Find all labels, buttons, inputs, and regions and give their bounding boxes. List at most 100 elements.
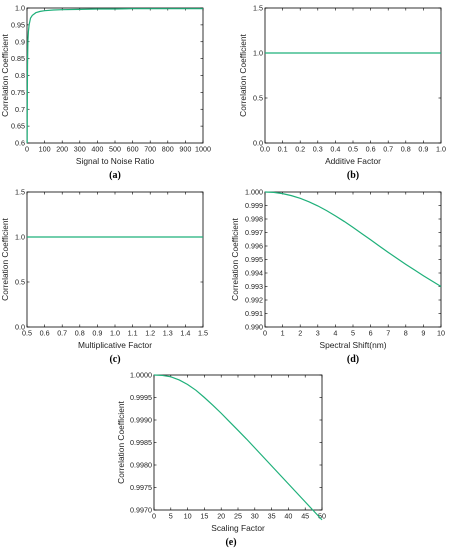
panel-d-y-tick-label: 0.991 (245, 309, 263, 318)
panel-c-y-tick-label: 0.5 (15, 278, 25, 287)
panel-c-y-axis-label: Correlation Coefficient (0, 217, 10, 300)
panel-b-y-axis-label: Correlation Coefficient (238, 33, 248, 116)
panel-a-y-tick-label: 0.8 (15, 71, 25, 80)
panel-a-y-tick-label: 0.9 (15, 37, 25, 46)
panel-a-y-tick-label: 0.6 (15, 139, 25, 148)
panel-a-y-tick-label: 0.65 (11, 122, 25, 131)
panel-d-x-tick-label: 8 (404, 329, 408, 338)
panel-b-x-tick-label: 0.9 (418, 145, 428, 154)
panel-e-y-tick-label: 0.9995 (130, 393, 152, 402)
panel-a-ticks: 0 100 200 300 400 500 600 700 800 900 1000 0.6 0.65 0… (11, 4, 211, 154)
panel-c-x-tick-label: 1.4 (180, 329, 190, 338)
panel-b-x-tick-label: 0.6 (366, 145, 376, 154)
panel-c-caption: (c) (109, 354, 120, 365)
panel-b-y-tick-label: 0.0 (253, 139, 263, 148)
panel-e-x-tick-label: 35 (268, 512, 276, 521)
panel-d-caption: (d) (347, 354, 359, 365)
panel-c-x-tick-label: 0.5 (22, 329, 32, 338)
panel-a-series-line (26, 8, 203, 144)
panel-b-x-tick-label: 0.7 (383, 145, 393, 154)
panel-e-x-tick-label: 0 (152, 512, 156, 521)
panel-d-x-tick-label: 4 (333, 329, 337, 338)
panel-a-caption: (a) (109, 170, 121, 181)
panel-c-x-tick-label: 1.2 (145, 329, 155, 338)
panel-d-y-tick-label: 0.997 (245, 228, 263, 237)
panel-a-x-tick-label: 800 (162, 145, 174, 154)
panel-c-x-tick-label: 0.7 (57, 329, 67, 338)
panel-a-y-tick-label: 0.95 (11, 20, 25, 29)
panel-d-y-axis-label: Correlation Coefficient (230, 217, 240, 300)
panel-e-series-line (153, 374, 323, 521)
panel-a-x-tick-label: 300 (74, 145, 86, 154)
panel-e-x-tick-label: 30 (251, 512, 259, 521)
panel-e-y-axis-label: Correlation Coefficient (116, 400, 126, 483)
panel-d-x-tick-label: 7 (386, 329, 390, 338)
panel-c-x-tick-label: 1.5 (198, 329, 208, 338)
panel-b-x-tick-label: 0.0 (260, 145, 270, 154)
panel-d-x-axis-label: Spectral Shift(nm) (319, 340, 386, 350)
panel-e-x-tick-label: 15 (200, 512, 208, 521)
panel-b-x-tick-label: 0.4 (330, 145, 340, 154)
panel-a-x-tick-label: 0 (25, 145, 29, 154)
panel-d-x-tick-label: 3 (316, 329, 320, 338)
panel-e-x-axis-label: Scaling Factor (211, 523, 265, 533)
panel-e-y-tick-label: 0.9970 (130, 506, 152, 515)
panel-c-x-tick-label: 1.1 (128, 329, 138, 338)
panel-a-x-axis-label: Signal to Noise Ratio (76, 156, 155, 166)
panel-b: 0.0 0.1 0.2 0.3 0.4 0.5 0.6 0.7 0.8 0.9 1.0 0.0 0.5 1… (238, 4, 446, 182)
panel-d-series-line (264, 191, 442, 288)
panel-b-y-tick-label: 1.0 (253, 49, 263, 58)
panel-e-x-tick-label: 40 (284, 512, 292, 521)
panel-c-x-tick-label: 1.0 (110, 329, 120, 338)
panel-d: 0 1 2 3 4 5 6 7 8 9 10 0.990 0.991 0.992 0.993 0.994 0.9… (230, 188, 445, 366)
panel-a-x-tick-label: 200 (56, 145, 68, 154)
panel-c-y-tick-label: 1.5 (15, 188, 25, 197)
panel-d-y-tick-label: 0.993 (245, 282, 263, 291)
panel-e-ticks: 0 5 10 15 20 25 30 35 40 45 50 0.9970 0.9975 0.9980 0.… (130, 371, 326, 521)
panel-d-y-tick-label: 0.990 (245, 323, 263, 332)
panel-e-y-tick-label: 0.9975 (130, 483, 152, 492)
panel-c-y-tick-label: 1.0 (15, 233, 25, 242)
panel-e-y-tick-label: 1.0000 (130, 371, 152, 380)
panel-e-y-tick-label: 0.9985 (130, 438, 152, 447)
panel-e-x-tick-label: 45 (301, 512, 309, 521)
panel-d-x-tick-label: 5 (351, 329, 355, 338)
panel-b-x-tick-label: 0.2 (295, 145, 305, 154)
panel-c-x-tick-label: 0.6 (40, 329, 50, 338)
panel-a-y-tick-label: 1.0 (15, 4, 25, 13)
panel-a: 0 100 200 300 400 500 600 700 800 900 1000 0.6 0.65 0… (0, 4, 211, 182)
panel-a-x-tick-label: 400 (91, 145, 103, 154)
panel-a-x-tick-label: 500 (109, 145, 121, 154)
panel-a-y-tick-label: 0.7 (15, 105, 25, 114)
panel-a-x-tick-label: 100 (39, 145, 51, 154)
panel-b-y-tick-label: 0.5 (253, 94, 263, 103)
panel-d-y-tick-label: 0.999 (245, 201, 263, 210)
panel-e-x-tick-label: 50 (318, 512, 326, 521)
panel-e: 0 5 10 15 20 25 30 35 40 45 50 0.9970 0.9975 0.9980 0.… (116, 371, 326, 549)
panel-a-y-axis-label: Correlation Coefficient (0, 33, 10, 116)
panel-d-y-tick-label: 0.994 (245, 269, 263, 278)
panel-e-x-tick-label: 20 (217, 512, 225, 521)
panel-c-y-tick-label: 0.0 (15, 323, 25, 332)
panel-d-y-tick-label: 0.995 (245, 255, 263, 264)
panel-a-x-tick-label: 700 (144, 145, 156, 154)
panel-e-caption: (e) (225, 537, 236, 548)
panel-c-x-tick-label: 1.3 (163, 329, 173, 338)
panel-b-x-tick-label: 0.3 (313, 145, 323, 154)
panel-a-y-tick-label: 0.75 (11, 88, 25, 97)
panel-e-x-tick-label: 25 (234, 512, 242, 521)
panel-c: 0.5 0.6 0.7 0.8 0.9 1.0 1.1 1.2 1.3 1.4 1.50.00.51… (0, 188, 208, 366)
panel-c-ticks: 0.5 0.6 0.7 0.8 0.9 1.0 1.1 1.2 1.3 1.4 1.50.00.51… (15, 188, 208, 338)
panel-c-x-axis-label: Multiplicative Factor (78, 340, 152, 350)
panel-c-x-tick-label: 0.9 (92, 329, 102, 338)
panel-b-x-tick-label: 0.5 (348, 145, 358, 154)
panel-b-x-axis-label: Additive Factor (325, 156, 381, 166)
panel-d-x-tick-label: 2 (298, 329, 302, 338)
panel-d-y-tick-label: 1.000 (245, 188, 263, 197)
panel-b-x-tick-label: 1.0 (436, 145, 446, 154)
panel-d-x-tick-label: 9 (421, 329, 425, 338)
panel-a-x-tick-label: 900 (179, 145, 191, 154)
panel-d-x-tick-label: 10 (437, 329, 445, 338)
panel-d-y-tick-label: 0.992 (245, 296, 263, 305)
panel-b-caption: (b) (347, 170, 359, 181)
